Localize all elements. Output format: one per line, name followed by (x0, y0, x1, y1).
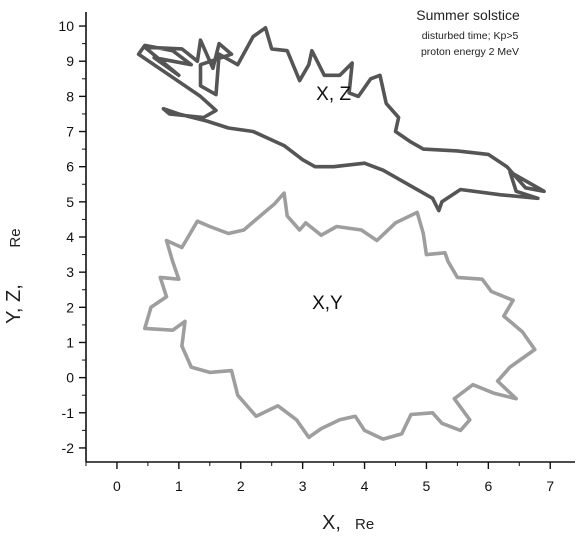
y-tick-label: 3 (66, 264, 74, 280)
x-axis-title: X, (322, 512, 341, 534)
y-tick-label: 7 (66, 124, 74, 140)
series-label-xy: X,Y (312, 293, 343, 314)
curve-labels: X, Z X,Y (312, 84, 351, 314)
x-tick-label: 0 (113, 478, 121, 494)
series-label-xz: X, Z (316, 84, 351, 105)
x-tick-label: 6 (484, 478, 492, 494)
x-tick-label: 7 (546, 478, 554, 494)
y-tick-label: 2 (66, 299, 74, 315)
y-tick-label: -1 (62, 405, 75, 421)
series-line-xz (136, 26, 546, 213)
y-tick-label: -2 (62, 440, 75, 456)
y-tick-label: 0 (66, 370, 74, 386)
y-tick-label: 8 (66, 88, 74, 104)
annotation-title: Summer solstice (416, 7, 520, 23)
annotation-line-2: proton energy 2 MeV (421, 46, 519, 58)
x-tick-label: 3 (299, 478, 307, 494)
y-tick-label: 4 (66, 229, 74, 245)
series-line-xy (143, 191, 537, 441)
y-tick-label: 9 (66, 53, 74, 69)
y-tick-label: 5 (66, 194, 74, 210)
x-tick-label: 1 (175, 478, 183, 494)
y-axis-title: Y, Z, (3, 284, 25, 324)
y-tick-label: 1 (66, 334, 74, 350)
x-tick-label: 4 (361, 478, 369, 494)
plot-lines (136, 26, 546, 441)
y-tick-label: 6 (66, 159, 74, 175)
x-tick-label: 2 (237, 478, 245, 494)
x-tick-label: 5 (423, 478, 431, 494)
ticks: 0 1 2 3 4 5 6 7 -2 -1 0 1 2 3 4 5 6 7 8 9 10 (58, 18, 554, 494)
annotation-line-1: disturbed time; Kp>5 (422, 30, 519, 42)
y-tick-label: 10 (58, 18, 74, 34)
y-axis-title-group: Y, Z, Re (3, 228, 25, 323)
y-axis-unit: Re (7, 228, 24, 247)
x-axis-unit: Re (355, 516, 374, 533)
